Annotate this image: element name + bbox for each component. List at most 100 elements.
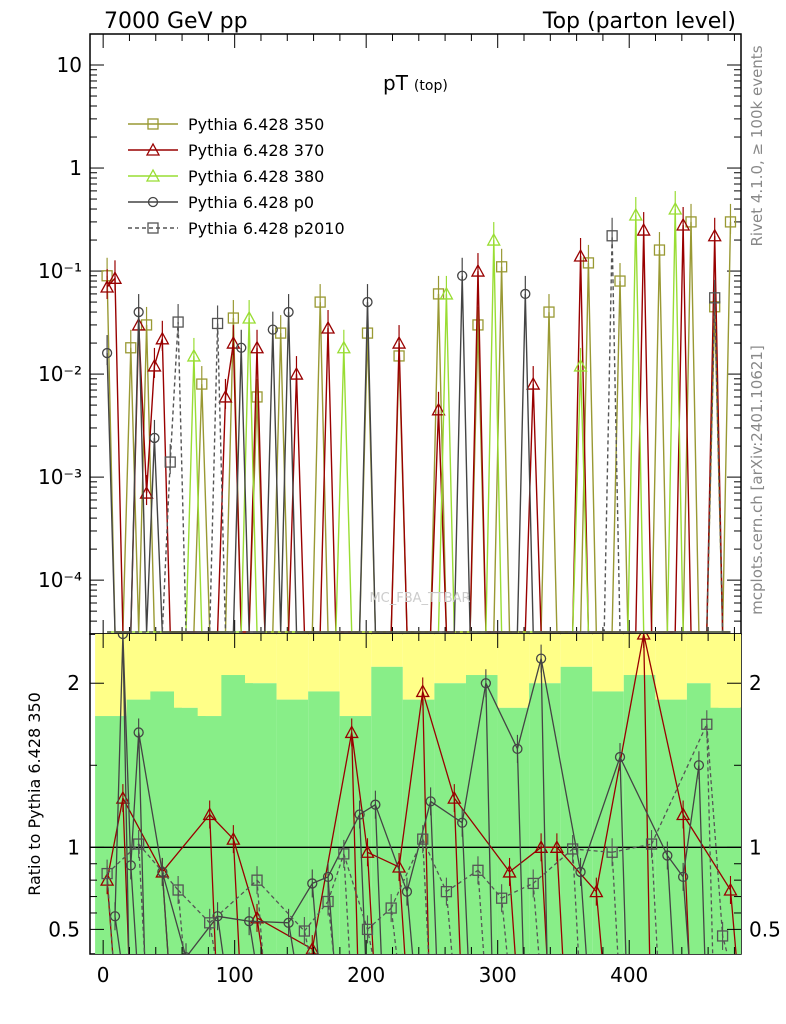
ratio-band-green <box>371 666 403 954</box>
source-label: mcplots.cern.ch [arXiv:2401.10621] <box>748 345 766 615</box>
ratio-data-point <box>157 866 168 878</box>
x-tick-label: 400 <box>610 963 648 987</box>
main-data-point <box>391 335 407 349</box>
main-data-point <box>155 331 170 345</box>
ratio-data-point <box>101 867 113 880</box>
ratio-plot-area: 0.5 0.5 1 1 2 2 0 100 200 300 400 <box>48 634 781 987</box>
x-tick-label: 100 <box>216 963 254 987</box>
ratio-data-point <box>716 930 729 942</box>
main-data-point <box>172 316 184 328</box>
main-data-point <box>227 312 240 324</box>
x-tick-label: 200 <box>347 963 385 987</box>
legend: Pythia 6.428 350 Pythia 6.428 370 Pythia 6… <box>128 115 345 238</box>
main-data-point <box>707 228 722 242</box>
ratio-data-point <box>385 902 397 914</box>
main-data-point <box>636 222 651 236</box>
ratio-band-green <box>623 675 656 954</box>
ratio-data-point <box>204 917 216 929</box>
ratio-data-point <box>305 941 319 954</box>
main-data-point <box>606 230 618 242</box>
ratio-data-point <box>298 925 311 937</box>
main-data-point <box>520 288 531 300</box>
ratio-data-point <box>415 684 430 698</box>
ratio-data-point <box>495 892 508 904</box>
ratio-data-point <box>502 864 517 878</box>
ratio-data-point <box>636 634 651 640</box>
main-data-point <box>125 342 137 354</box>
rivet-version-label: Rivet 4.1.0, ≥ 100k events <box>748 45 766 246</box>
main-data-point <box>267 324 278 335</box>
main-data-point <box>107 270 123 284</box>
ratio-data-point <box>701 718 713 730</box>
ratio-series-2 <box>101 710 729 954</box>
main-data-point <box>614 275 626 287</box>
legend-label: Pythia 6.428 p2010 <box>188 219 345 238</box>
legend-label: Pythia 6.428 350 <box>188 115 324 134</box>
ratio-inner <box>90 634 741 954</box>
main-data-point <box>526 376 541 390</box>
main-data-point <box>472 319 484 331</box>
ratio-data-point <box>535 653 547 664</box>
x-tick-label: 300 <box>479 963 517 987</box>
ratio-data-point <box>133 727 144 738</box>
main-data-point <box>242 310 257 324</box>
ratio-band-green <box>465 675 498 954</box>
ratio-data-point <box>645 838 658 850</box>
main-data-point <box>211 317 224 330</box>
ratio-y-tick-label-right: 0.5 <box>749 917 781 941</box>
ratio-data-point <box>417 833 429 845</box>
main-data-point <box>289 366 304 380</box>
main-y-tick-label: 10⁻¹ <box>38 259 82 283</box>
ratio-band-green <box>497 707 530 954</box>
ratio-band-yellow <box>655 634 687 700</box>
main-data-point <box>724 216 737 228</box>
ratio-data-point <box>307 878 318 889</box>
ratio-data-point <box>322 895 334 908</box>
ratio-band-green <box>308 691 340 954</box>
ratio-data-point <box>401 886 413 897</box>
main-data-point <box>495 261 508 273</box>
main-data-point <box>249 340 265 354</box>
header-right-title: Top (parton level) <box>542 9 736 34</box>
ratio-y-axis-label: Ratio to Pythia 6.428 350 <box>25 692 44 896</box>
ratio-data-point <box>480 678 492 689</box>
ratio-data-point <box>391 859 407 873</box>
main-data-point <box>668 201 683 215</box>
ratio-data-point <box>614 751 626 763</box>
ratio-band-yellow <box>371 634 403 667</box>
ratio-band-yellow <box>245 634 277 684</box>
main-data-point <box>431 402 446 416</box>
ratio-data-point <box>125 860 136 871</box>
main-data-point <box>685 216 697 228</box>
main-data-point <box>336 340 351 354</box>
main-data-point <box>314 296 326 308</box>
main-data-point <box>439 286 454 300</box>
legend-label: Pythia 6.428 380 <box>188 167 324 186</box>
ratio-data-point <box>226 831 241 845</box>
ratio-data-point <box>662 850 673 861</box>
main-data-point <box>236 342 247 353</box>
ratio-data-point <box>447 790 462 804</box>
main-data-point <box>218 389 233 403</box>
main-data-point <box>486 232 501 246</box>
ratio-band-yellow <box>276 634 309 700</box>
ratio-data-point <box>723 882 738 896</box>
ratio-data-point <box>512 743 523 755</box>
ratio-y-tick-label: 0.5 <box>48 917 80 941</box>
main-data-point <box>653 244 666 256</box>
legend-marker <box>147 222 159 234</box>
main-data-point <box>133 306 144 318</box>
ratio-data-point <box>527 877 539 890</box>
main-data-point <box>147 358 162 372</box>
main-y-tick-label: 10⁻² <box>38 362 82 386</box>
header-left-title: 7000 GeV pp <box>104 9 248 34</box>
ratio-band-green <box>245 683 277 954</box>
ratio-data-point <box>212 911 223 922</box>
ratio-band-yellow <box>402 634 435 700</box>
ratio-data-point <box>534 839 549 853</box>
main-data-point <box>362 296 373 308</box>
main-y-tick-label: 10⁻³ <box>38 465 82 489</box>
ratio-data-point <box>354 809 365 820</box>
ratio-data-point <box>172 884 184 896</box>
main-data-point <box>196 378 208 390</box>
